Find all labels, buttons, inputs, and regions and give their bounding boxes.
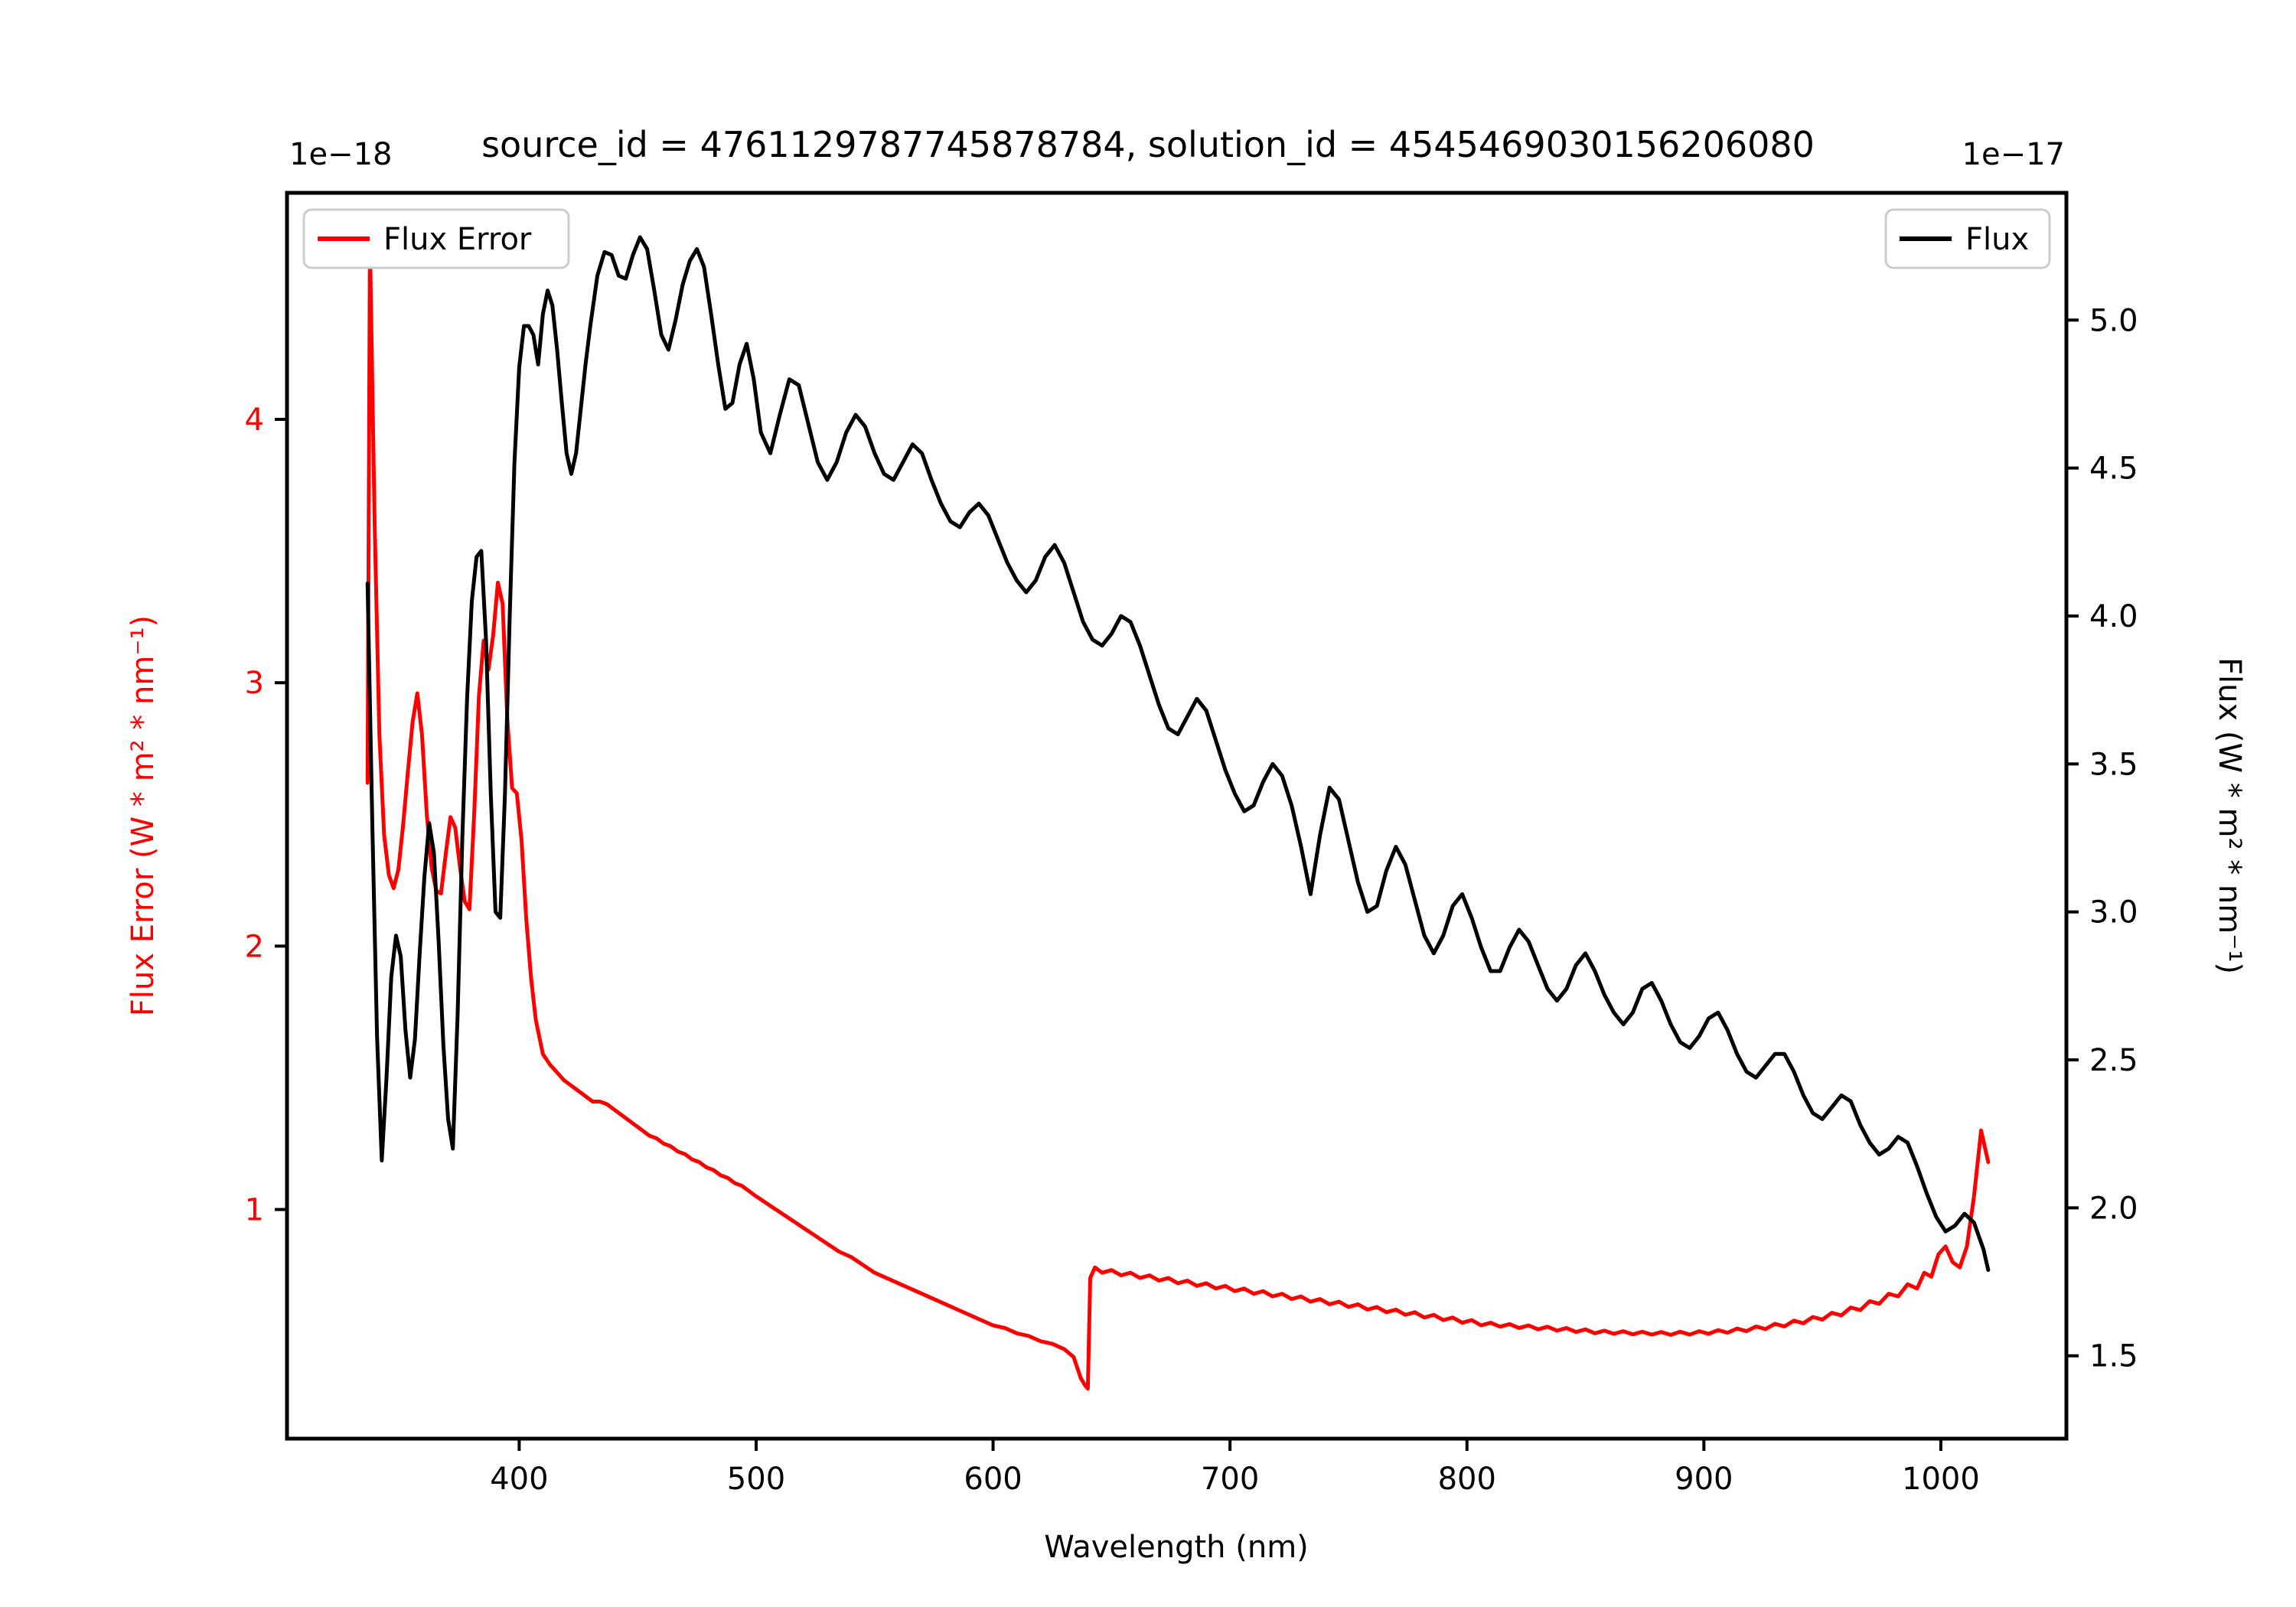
- series-line-flux-error: [365, 240, 1991, 1391]
- legend-layer: Flux Error Flux: [302, 208, 2051, 269]
- legend-label: Flux Error: [383, 222, 532, 257]
- legend-box: [302, 208, 570, 269]
- x-tick-label: 1000: [1902, 1462, 1980, 1497]
- right-y-tick-label: 1.5: [2089, 1339, 2138, 1374]
- left-axis-offset-text: 1e−18: [289, 137, 392, 172]
- right-y-tick-label: 3.5: [2089, 747, 2138, 782]
- data-series-layer: [365, 235, 1991, 1391]
- x-tick-label: 500: [727, 1462, 785, 1497]
- x-axis-label: Wavelength (nm): [1044, 1530, 1309, 1565]
- axes-frame: [285, 191, 2069, 1441]
- legend-box: [1884, 208, 2051, 269]
- right-y-tick-label: 2.0: [2089, 1191, 2138, 1226]
- legend-right[interactable]: Flux: [1884, 208, 2051, 269]
- right-y-axis-label: Flux (W * m² * nm⁻¹): [2212, 657, 2247, 974]
- x-tick-label: 400: [490, 1462, 548, 1497]
- legend-label: Flux: [1965, 222, 2029, 257]
- right-y-tick-label: 2.5: [2089, 1043, 2138, 1078]
- x-tick-label: 600: [964, 1462, 1022, 1497]
- left-y-tick-label: 2: [245, 929, 264, 964]
- right-axis-offset-text: 1e−17: [1962, 137, 2065, 172]
- axis-text-layer: 400 500 600 700 800 900 1000 1 2 3 4 1.5 2.0 2.5 3.0 3.…: [245, 303, 2138, 1497]
- axes-layer: [275, 191, 2079, 1451]
- right-y-tick-label: 5.0: [2089, 303, 2138, 338]
- left-y-axis-label: Flux Error (W * m² * nm⁻¹): [126, 615, 161, 1016]
- x-tick-label: 800: [1438, 1462, 1496, 1497]
- series-line-flux: [365, 235, 1991, 1273]
- plot-title: source_id = 4761129787745878784, solutio…: [481, 124, 1815, 165]
- right-y-tick-label: 4.5: [2089, 451, 2138, 487]
- right-y-tick-label: 4.0: [2089, 599, 2138, 634]
- left-y-tick-label: 1: [245, 1193, 264, 1228]
- legend-left[interactable]: Flux Error: [302, 208, 570, 269]
- x-tick-label: 700: [1201, 1462, 1259, 1497]
- left-y-tick-label: 3: [245, 666, 264, 701]
- x-tick-label: 900: [1675, 1462, 1733, 1497]
- left-y-tick-label: 4: [245, 403, 264, 438]
- right-y-tick-label: 3.0: [2089, 895, 2138, 931]
